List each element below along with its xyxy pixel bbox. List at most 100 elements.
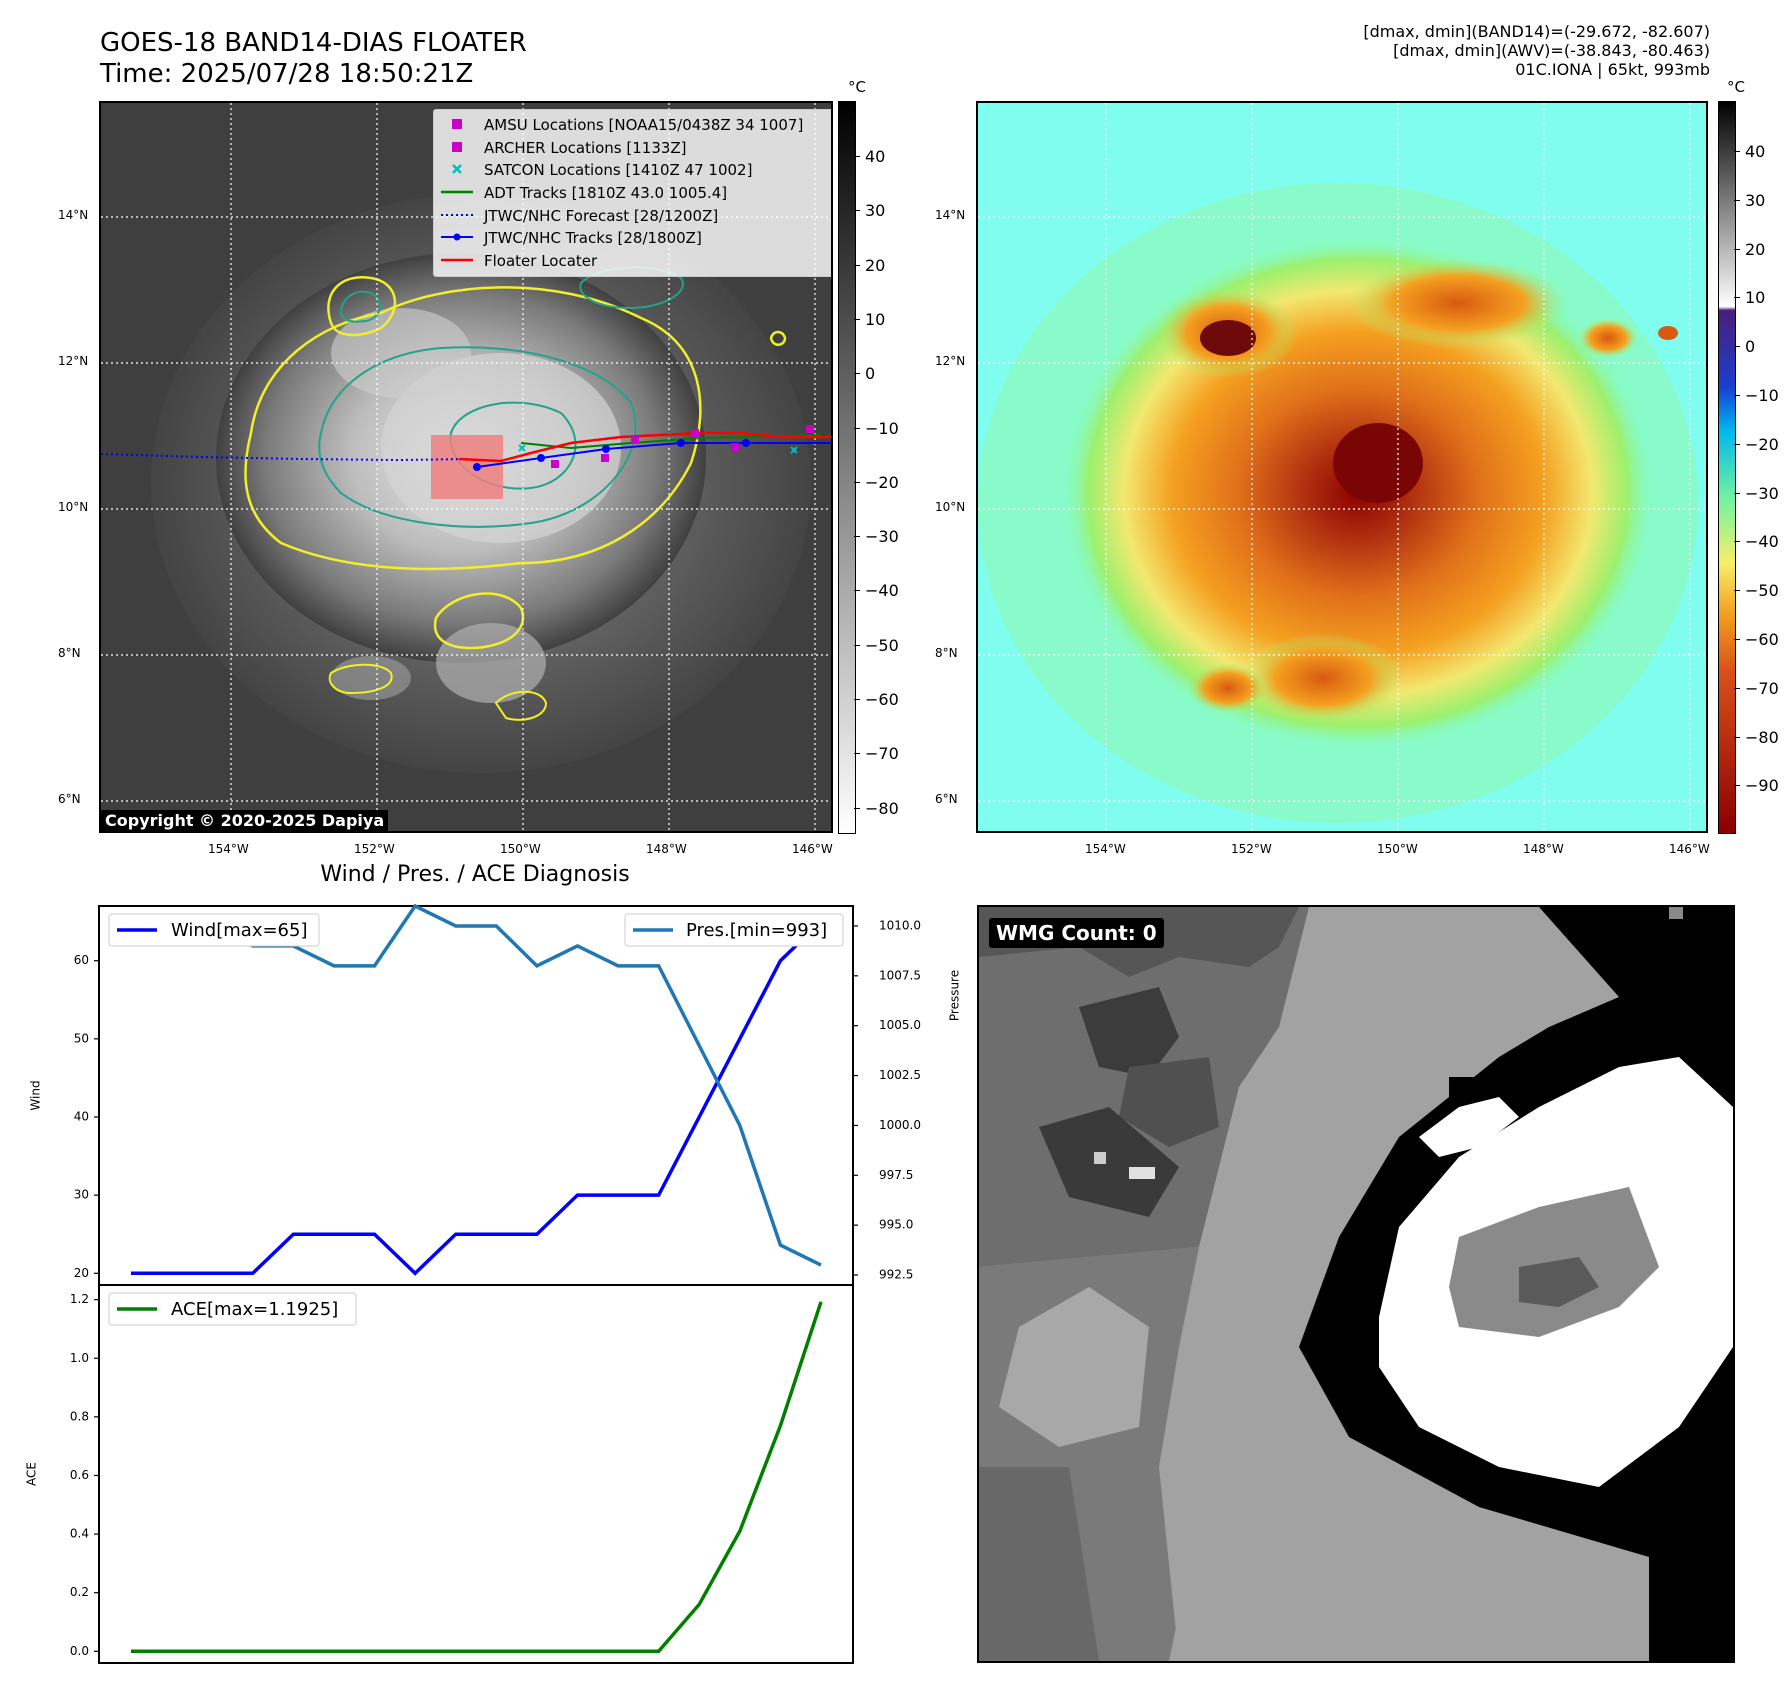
colorbar-tick-label: −80 xyxy=(865,798,899,818)
wind-legend-label: Wind[max=65] xyxy=(171,920,308,941)
colorbar-tick-label: 30 xyxy=(1745,190,1766,210)
copyright-label: Copyright © 2020-2025 Dapiya xyxy=(101,810,389,831)
ace-tick-label: 0.8 xyxy=(70,1409,89,1423)
info-line-2: [dmax, dmin](AWV)=(-38.843, -80.463) xyxy=(1393,41,1710,60)
colorbar-tick-mark xyxy=(1734,785,1740,787)
map-legend-items: AMSU Locations [NOAA15/0438Z 34 1007] ARC… xyxy=(440,114,831,272)
pressure-tick-label: 1005.0 xyxy=(879,1018,921,1032)
pressure-legend-box xyxy=(624,913,844,947)
amsu-archer-points xyxy=(551,425,814,468)
ace-tick-label: 1.0 xyxy=(70,1351,89,1365)
enhanced-map-gridlines xyxy=(978,103,1706,831)
colorbar-tick-mark xyxy=(1734,541,1740,543)
colorbar-tick-label: 20 xyxy=(865,255,886,275)
jtwc-forecast-track xyxy=(101,453,472,462)
ace-axis-label: ACE xyxy=(25,1462,39,1486)
legend-swatch-icon xyxy=(440,207,474,225)
colorbar-tick-mark xyxy=(854,373,860,375)
colorbar-tick-label: −20 xyxy=(865,472,899,492)
legend-label: Floater Locater xyxy=(484,251,598,270)
diagnosis-title: Wind / Pres. / ACE Diagnosis xyxy=(320,862,630,887)
lon-tick: 146°W xyxy=(792,842,833,856)
legend-swatch-icon xyxy=(440,116,474,134)
info-line-3: 01C.IONA | 65kt, 993mb xyxy=(1515,60,1710,79)
colorbar-tick-mark xyxy=(854,156,860,157)
wind-tick-label: 20 xyxy=(74,1266,89,1280)
map-legend-entry: AMSU Locations [NOAA15/0438Z 34 1007] xyxy=(440,114,831,137)
ace-tick-label: 0.0 xyxy=(70,1644,89,1658)
lon-tick: 152°W xyxy=(1231,842,1272,856)
lon-tick: 148°W xyxy=(646,842,687,856)
colorbar-tick-mark xyxy=(1734,687,1740,689)
colorbar-tick-label: −10 xyxy=(865,418,899,438)
lat-tick: 10°N xyxy=(935,500,966,514)
colorbar-tick-label: 0 xyxy=(865,364,876,384)
colorbar-tick-label: −20 xyxy=(1745,434,1779,454)
pressure-tick-label: 995.0 xyxy=(879,1218,913,1232)
wmg-panel: WMG Count: 0 xyxy=(977,905,1735,1663)
ace-legend-box xyxy=(108,1292,357,1326)
colorbar-tick-mark xyxy=(854,699,860,700)
legend-label: ARCHER Locations [1133Z] xyxy=(484,138,687,157)
ace-tick-label: 0.2 xyxy=(70,1585,89,1599)
colorbar-tick-mark xyxy=(854,753,860,755)
legend-label: JTWC/NHC Forecast [28/1200Z] xyxy=(484,206,719,225)
colorbar-tick-mark xyxy=(1734,395,1740,396)
floater-locater-track xyxy=(458,431,831,463)
colorbar-unit-left: °C xyxy=(848,78,866,96)
colorbar-tick-mark xyxy=(854,644,860,646)
colorbar-tick-mark xyxy=(854,807,860,809)
colorbar-tick-label: −70 xyxy=(865,744,899,764)
wind-tick-label: 40 xyxy=(74,1109,89,1123)
wind-series-line xyxy=(131,920,823,1276)
jtwc-track-points xyxy=(473,439,750,471)
ir-map-panel: AMSU Locations [NOAA15/0438Z 34 1007] ARC… xyxy=(99,101,833,833)
info-line-1: [dmax, dmin](BAND14)=(-29.672, -82.607) xyxy=(1363,22,1710,41)
colorbar-tick-mark xyxy=(854,590,860,592)
ace-tick-label: 0.4 xyxy=(70,1527,89,1541)
colorbar-tick-label: −90 xyxy=(1745,776,1779,796)
legend-swatch-icon xyxy=(440,184,474,202)
lat-tick: 12°N xyxy=(935,354,966,368)
legend-label: AMSU Locations [NOAA15/0438Z 34 1007] xyxy=(484,116,804,135)
lat-tick: 6°N xyxy=(58,792,81,806)
colorbar-tick-label: −40 xyxy=(1745,532,1779,552)
colorbar-tick-label: 40 xyxy=(865,147,886,166)
ace-series-line xyxy=(131,1301,823,1654)
colorbar-unit-right: °C xyxy=(1727,78,1745,96)
colorbar-tick-mark xyxy=(854,427,860,429)
satcon-points xyxy=(518,444,798,454)
legend-swatch-icon xyxy=(440,161,474,179)
legend-swatch-icon xyxy=(440,229,474,247)
colorbar-tick-mark xyxy=(854,536,860,538)
map-legend-entry: JTWC/NHC Tracks [28/1800Z] xyxy=(440,227,831,250)
colorbar-tick-label: −80 xyxy=(1745,727,1779,747)
colorbar-tick-label: −60 xyxy=(1745,630,1779,649)
colorbar-tick-mark xyxy=(1734,736,1740,738)
colorbar-tick-mark xyxy=(854,264,860,266)
pressure-tick-label: 992.5 xyxy=(879,1268,913,1282)
legend-label: ADT Tracks [1810Z 43.0 1005.4] xyxy=(484,184,728,203)
wind-panel-frame xyxy=(98,905,854,1286)
colorbar-tick-mark xyxy=(1734,443,1740,445)
map-legend-entry: ARCHER Locations [1133Z] xyxy=(440,137,831,160)
lat-tick: 14°N xyxy=(935,208,966,222)
ace-panel-frame xyxy=(98,1284,854,1664)
colorbar-tick-mark xyxy=(1734,346,1740,348)
colorbar-tick-mark xyxy=(1734,248,1740,250)
ace-legend-label: ACE[max=1.1925] xyxy=(171,1299,338,1320)
legend-label: SATCON Locations [1410Z 47 1002] xyxy=(484,161,753,180)
colorbar-tick-label: 0 xyxy=(1745,337,1756,357)
colorbar-tick-label: −60 xyxy=(865,690,899,709)
colorbar-tick-label: −10 xyxy=(1745,386,1779,405)
ace-tick-label: 0.6 xyxy=(70,1468,89,1482)
legend-swatch-icon xyxy=(440,252,474,270)
colorbar-tick-mark xyxy=(1734,199,1740,201)
colorbar-tick-label: −50 xyxy=(865,635,899,655)
colorbar-tick-mark xyxy=(854,481,860,483)
colorbar-tick-mark xyxy=(854,318,860,320)
lat-tick: 12°N xyxy=(58,354,89,368)
wind-tick-label: 60 xyxy=(74,953,89,967)
storm-info: [dmax, dmin](BAND14)=(-29.672, -82.607) … xyxy=(1363,22,1710,79)
lat-tick: 8°N xyxy=(935,646,958,660)
